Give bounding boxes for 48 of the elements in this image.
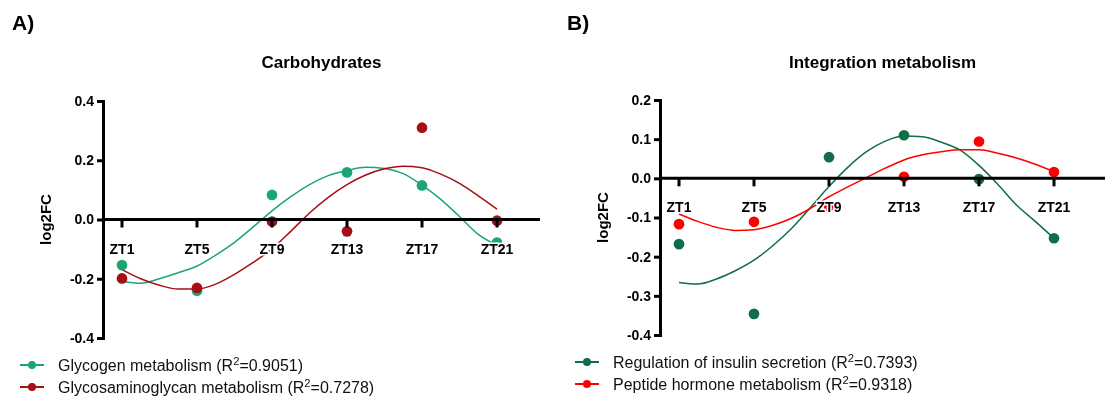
point [116,259,128,271]
point [898,129,910,141]
y-axis-title: log2FC [37,193,54,245]
y-tick-label: 0.2 [631,91,652,108]
text: B) [567,11,590,34]
y-tick-label: -0.2 [69,270,95,287]
y-tick-label: 0.0 [631,170,652,187]
x-tick-label: ZT5 [741,199,767,216]
point [1048,232,1060,244]
y-tick-label: -0.1 [626,209,652,226]
y-tick-label: -0.2 [626,248,652,265]
point [823,151,835,163]
x-tick-label: ZT1 [109,240,135,257]
text: A) [12,11,35,34]
chart-title: Carbohydrates [261,53,382,72]
point [416,122,428,133]
x-tick-label: ZT13 [887,199,921,216]
point [341,167,353,178]
y-tick-label: 0.1 [631,131,652,148]
x-tick-label: ZT17 [405,240,439,257]
point [973,136,985,147]
x-tick-label: ZT13 [330,240,364,257]
y-tick-label: -0.3 [626,287,652,304]
point [673,218,685,230]
y-tick-label: 0.4 [74,92,95,109]
x-tick-label: ZT21 [1037,199,1071,216]
x-tick-label: ZT21 [480,240,514,257]
point [116,273,128,284]
point [673,238,685,250]
point [1048,166,1060,178]
x-tick-label: ZT9 [816,199,842,216]
point [748,308,760,320]
legend-label: Glycosaminoglycan metabolism (R$^{2}$=0.7278) [58,377,375,396]
y-tick-label: 0.0 [74,211,95,228]
y-axis-title: log2FC [594,191,611,243]
legend-label: Peptide hormone metabolism (R$^{2}$=0.9318) [613,374,913,393]
y-tick-label: -0.4 [626,326,652,343]
y-tick-label: -0.4 [69,329,95,346]
x-tick-label: ZT17 [962,199,996,216]
legend-label: Regulation of insulin secretion (R$^{2}$=0.7393) [613,352,918,371]
x-tick-label: ZT5 [184,240,210,257]
y-tick-label: 0.2 [74,152,95,169]
point [416,180,428,191]
x-tick-label: ZT1 [666,199,692,216]
chart-title: Integration metabolism [788,53,977,72]
legend-label: Glycogen metabolism (R$^{2}$=0.9051) [58,355,304,374]
point [266,189,278,201]
point [748,216,760,228]
